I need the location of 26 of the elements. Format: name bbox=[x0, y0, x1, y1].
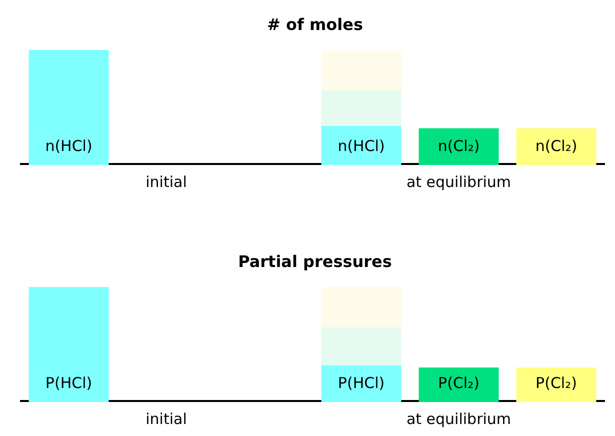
x-tick-label: n(Cl₂) bbox=[438, 136, 480, 155]
bar bbox=[321, 51, 402, 90]
x-tick-label: P(HCl) bbox=[45, 374, 92, 392]
text: at equilibrium bbox=[405, 410, 512, 428]
x-tick-label: n(HCl) bbox=[45, 136, 92, 155]
x-tick-label: n(Cl₂) bbox=[535, 136, 578, 155]
x-tick-label: P(Cl₂) bbox=[536, 374, 577, 392]
chart-title: Partial pressures bbox=[237, 252, 393, 271]
bar bbox=[28, 287, 109, 402]
text: at equilibrium bbox=[405, 173, 512, 191]
bar bbox=[321, 126, 402, 165]
bar bbox=[516, 128, 596, 165]
bar bbox=[321, 90, 402, 126]
text: initial bbox=[144, 410, 188, 428]
bar bbox=[321, 365, 402, 402]
chart-title: # of moles bbox=[266, 15, 364, 34]
bar bbox=[516, 368, 596, 402]
bar bbox=[418, 128, 499, 165]
bar bbox=[321, 287, 402, 328]
bar bbox=[418, 368, 499, 402]
x-tick-label: n(HCl) bbox=[338, 136, 385, 155]
x-tick-label: P(HCl) bbox=[338, 374, 385, 392]
text: initial bbox=[144, 173, 188, 191]
x-tick-label: P(Cl₂) bbox=[438, 374, 480, 392]
bar bbox=[321, 327, 402, 366]
bar bbox=[28, 50, 109, 165]
